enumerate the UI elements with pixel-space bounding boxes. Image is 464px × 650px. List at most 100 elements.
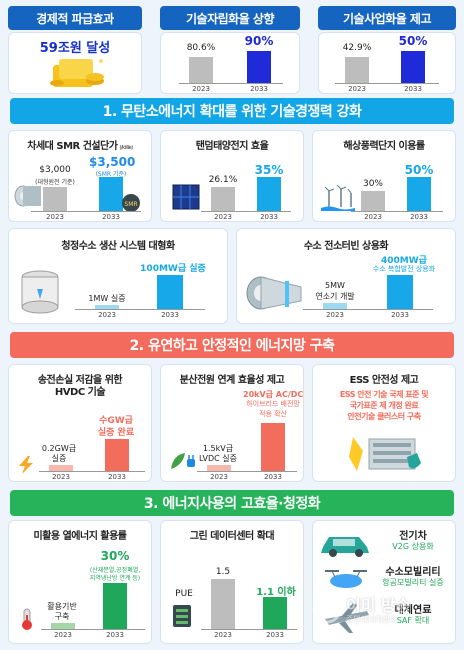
ess-line-2: 국가표준 제 개정 완료 [349, 401, 419, 410]
offshore-2033-bar [407, 177, 431, 211]
card-heat: 미활용 열에너지 활용률 30% (산재분열,공정폐열, 지역냉난방 연계 등)… [8, 520, 152, 644]
smr-2023-note: (대형원전 기준) [35, 179, 75, 186]
year-label: 2033 [106, 631, 124, 639]
card-distributed: 분산전원 연계 효율성 제고 1.5kV급 LVDC 실증 20kV급 AC/D… [160, 364, 304, 482]
tandem-2023-value: 26.1% [208, 175, 238, 185]
plug-leaf-icon [171, 453, 195, 469]
hydrogen-2033-bar [157, 275, 183, 309]
commercial-2023-value: 42.9% [342, 43, 372, 53]
turbine-2033-bar [387, 275, 413, 309]
smr-title: 차세대 SMR 건설단가 (/kWe) [9, 137, 151, 152]
server-icon [173, 605, 191, 627]
lightning-icon [19, 456, 33, 474]
tandem-2033-bar [257, 177, 281, 211]
hvdc-2023-value-b: 실증 [51, 454, 67, 463]
year-label: 2033 [250, 85, 268, 93]
heat-note-b: 지역냉난방 연계 등) [89, 575, 141, 582]
datacenter-2033-value: 1.1 이하 [256, 587, 296, 598]
year-label: 2033 [264, 473, 282, 481]
smr-2023-value: $3,000 [39, 165, 71, 175]
distributed-2033-value-b: 하이브리드 배전망 [246, 400, 300, 408]
heat-2033-value: 30% [100, 549, 130, 563]
year-label: 2023 [46, 213, 64, 221]
thermometer-icon [22, 608, 32, 630]
self-reliance-2033-bar [247, 51, 271, 83]
card-offshore: 해상풍력단지 이용률 30% 50% 2023 2033 [312, 130, 456, 222]
smr-2033-value: $3,500 [89, 155, 136, 169]
ess-title: ESS 안전성 제고 [349, 375, 419, 386]
year-label: 2033 [404, 85, 422, 93]
baseline [31, 211, 141, 212]
baseline [201, 629, 297, 630]
hvdc-2033-bar [105, 439, 129, 471]
pill-economic-effect: 경제적 파급효과 [8, 6, 142, 30]
distributed-2033-bar [261, 423, 285, 471]
turbine-2023-value-b: 연소기 개발 [315, 292, 355, 301]
card-tandem: 탠덤태양전지 효율 26.1% 35% 2023 2033 [160, 130, 304, 222]
distributed-2033-value-a: 20kV급 AC/DC [243, 390, 304, 399]
turbine-2033-value-a: 400MW급 [381, 256, 427, 266]
hydrogen-title: 청정수소 생산 시스템 대형화 [61, 241, 175, 252]
ev-title: 전기차 [399, 531, 427, 542]
smr-2033-note: (SMR 기준) [95, 171, 127, 178]
smr-icon-label: SMR [124, 201, 137, 208]
fuel-subtitle: SAF 확대 [396, 616, 430, 625]
card-turbine: 수소 전소터빈 상용화 5MW 연소기 개발 400MW급 수소 복합발전 상용… [236, 228, 456, 324]
baseline [197, 471, 297, 472]
year-label: 2033 [102, 213, 120, 221]
pipe-icon [14, 185, 41, 207]
year-label: 2023 [52, 473, 70, 481]
year-label: 2033 [108, 473, 126, 481]
self-reliance-2023-bar [189, 57, 213, 83]
hydrogen-2023-value: 1MW 실증 [88, 294, 126, 303]
h2-mobility-title: 수소모빌리티 [385, 567, 441, 578]
tandem-2023-bar [211, 187, 235, 211]
card-smr: 차세대 SMR 건설단가 (/kWe) $3,000 (대형원전 기준) $3,5… [8, 130, 152, 222]
card-datacenter: 그린 데이터센터 확대 PUE 1.5 1.1 이하 2023 2033 [160, 520, 304, 644]
baseline [41, 629, 145, 630]
turbine-icon [246, 276, 302, 310]
year-label: 2033 [410, 213, 428, 221]
pue-label: PUE [175, 589, 193, 599]
datacenter-2023-value: 1.5 [215, 567, 231, 577]
section2-banner: 2. 유연하고 안정적인 에너지망 구축 [10, 332, 454, 358]
hvdc-2023-value-a: 0.2GW급 [41, 444, 77, 453]
section1-banner: 1. 무탄소에너지 확대를 위한 기술경쟁력 강화 [10, 98, 454, 124]
pill-commercialization: 기술사업화율 제고 [318, 6, 456, 30]
ess-container-icon [349, 437, 421, 471]
commercial-2033-value: 50% [398, 34, 428, 48]
datacenter-2033-bar [263, 597, 287, 629]
distributed-2023-value-a: 1.5kV급 [202, 444, 234, 453]
wind-turbine-icon [321, 185, 355, 211]
baseline [201, 211, 291, 212]
turbine-2023-value-a: 5MW [325, 281, 345, 290]
year-label: 2033 [161, 311, 179, 319]
smr-title-text: 차세대 SMR 건설단가 [27, 141, 118, 152]
heat-title: 미활용 열에너지 활용률 [33, 531, 127, 542]
year-label: 2033 [266, 631, 284, 639]
hydrogen-tank-icon [21, 270, 59, 314]
card-self-reliance: 80.6% 90% 2023 2033 [160, 32, 300, 94]
hvdc-title-b: HVDC 기술 [54, 387, 106, 398]
baseline [303, 309, 433, 310]
airplane-icon [325, 603, 369, 633]
year-label: 2023 [326, 311, 344, 319]
year-label: 2023 [54, 631, 72, 639]
econ-value: 59조원 달성 [39, 41, 111, 56]
smr-2033-bar [99, 177, 123, 211]
turbine-title: 수소 전소터빈 상용화 [303, 241, 389, 252]
hvdc-title-a: 송전손실 저감을 위한 [37, 375, 123, 386]
ev-car-icon [321, 537, 369, 557]
turbine-2033-value-b: 수소 복합발전 상용화 [372, 265, 436, 273]
hvdc-2023-bar [49, 465, 73, 471]
baseline [39, 471, 145, 472]
ess-line-1: ESS 안전 기술 국제 표준 및 [339, 390, 429, 399]
solar-panel-icon [172, 184, 200, 210]
hydrogen-2023-bar [95, 305, 119, 309]
section3-banner: 3. 에너지사용의 고효율·청정화 [10, 490, 454, 516]
coins-icon [50, 59, 104, 87]
baseline [351, 211, 443, 212]
smr-unit: (/kWe) [119, 145, 134, 151]
h2-mobility-subtitle: 항공모빌리티 실증 [382, 578, 444, 587]
distributed-title: 분산전원 연계 효율성 제고 [179, 375, 285, 386]
